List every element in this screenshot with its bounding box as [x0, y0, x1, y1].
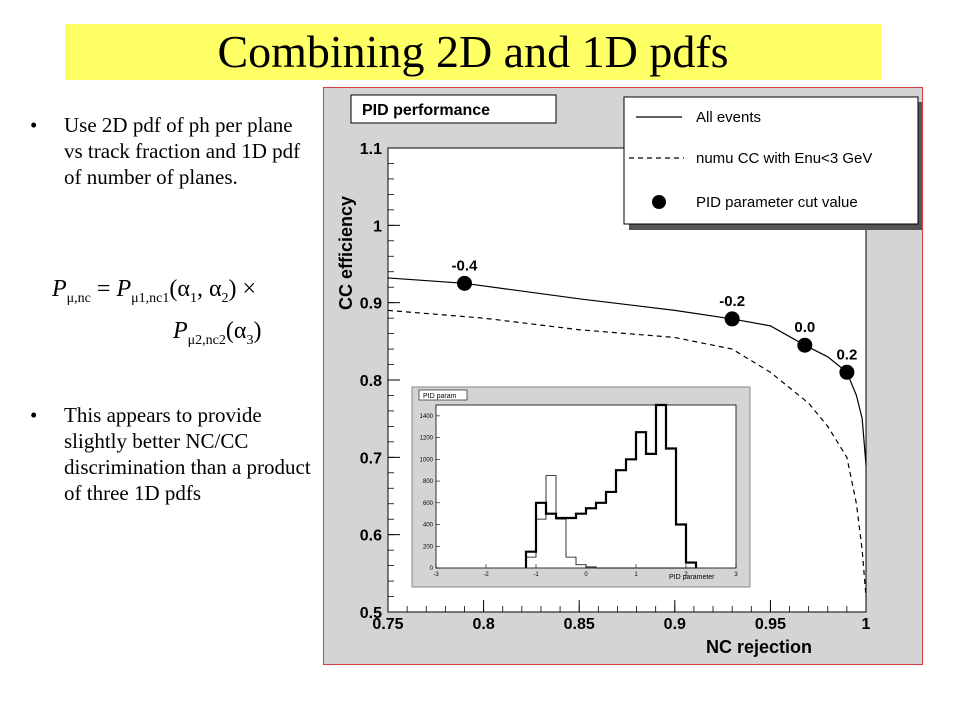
formula-comma: , α — [196, 276, 222, 302]
y-tick-label: 0.6 — [360, 528, 382, 545]
inset-y-tick-label: 1000 — [420, 457, 434, 463]
y-tick-label: 1 — [373, 218, 382, 235]
inset-y-tick-label: 0 — [430, 566, 434, 572]
formula-t2-args: (α — [225, 318, 247, 344]
inset-x-tick-label: -1 — [533, 572, 539, 578]
inset-x-tick-label: 0 — [584, 572, 588, 578]
formula-t2: P — [173, 318, 188, 344]
inset-plot-area — [435, 404, 737, 569]
inset-x-tick-label: 3 — [734, 572, 738, 578]
cut-value-label: 0.2 — [836, 346, 857, 363]
main-axis-ticks: 0.75 0.8 0.85 0.9 0.95 1 0.5 0.6 0.7 0.8 0.9 1 1.1 — [360, 141, 871, 633]
inset-x-tick-label: -2 — [483, 572, 489, 578]
bullet-dot-icon: • — [30, 113, 38, 137]
inset-y-tick-label: 400 — [423, 523, 434, 529]
chart-title: PID performance — [362, 102, 490, 119]
main-series: -0.4 -0.2 0.0 0.2 — [387, 257, 867, 597]
inset-histogram-thick — [524, 403, 698, 568]
cut-value-label: -0.4 — [452, 257, 479, 274]
y-tick-label: 0.8 — [360, 373, 382, 390]
formula-t1-args: (α — [169, 276, 190, 302]
inset-y-tick-label: 600 — [423, 501, 434, 507]
inset-axis-ticks: -3 -2 -1 0 1 2 3 0 200 400 600 800 1000 1200 1400 — [420, 414, 739, 578]
bullet-text-2: This appears to provide slightly better … — [64, 403, 311, 505]
x-tick-label: 0.75 — [372, 616, 403, 633]
cut-value-marker — [456, 275, 472, 291]
formula-t1-close: ) × — [228, 276, 257, 302]
inset-x-tick-label: 2 — [684, 572, 688, 578]
bullet-dot-icon: • — [30, 403, 38, 427]
numu-cc-line — [387, 309, 867, 597]
y-tick-label: 0.5 — [360, 605, 382, 622]
inset-title: PID param — [423, 393, 457, 400]
formula-a3: 3 — [246, 332, 254, 348]
inset-x-axis-label: PID parameter — [669, 574, 715, 581]
inset-y-tick-label: 800 — [423, 479, 434, 485]
x-axis-label: NC rejection — [706, 637, 812, 657]
inset-y-tick-label: 200 — [423, 544, 434, 550]
chart-frame: PID performance All events numu CC with … — [323, 87, 927, 665]
cut-value-label: 0.0 — [794, 319, 815, 336]
bullet-item-1: • Use 2D pdf of ph per plane vs track fr… — [30, 112, 315, 190]
formula-t2-close: ) — [253, 318, 262, 344]
y-tick-label: 1.1 — [360, 141, 382, 158]
x-tick-label: 1 — [862, 616, 871, 633]
y-axis-label: CC efficiency — [336, 196, 356, 310]
y-tick-label: 0.7 — [360, 450, 382, 467]
cut-value-marker — [724, 311, 740, 327]
formula-t1: P — [116, 276, 132, 302]
cut-value-label: -0.2 — [719, 293, 745, 310]
x-tick-label: 0.8 — [472, 616, 494, 633]
pid-performance-chart: PID performance All events numu CC with … — [324, 88, 927, 664]
formula-line-2: Pμ2,nc2(α3) — [173, 318, 261, 349]
inset-series — [524, 403, 698, 569]
formula-line-1: Pμ,nc = Pμ1,nc1(α1, α2) × — [52, 276, 256, 307]
title-bar: Combining 2D and 1D pdfs — [65, 24, 881, 80]
inset-x-tick-label: -3 — [433, 572, 439, 578]
formula-t1-sub: μ1,nc1 — [131, 290, 170, 306]
cut-value-marker — [797, 337, 813, 353]
legend-marker-swatch — [652, 195, 666, 209]
legend-label-all-events: All events — [696, 109, 761, 126]
inset-y-tick-label: 1400 — [420, 414, 434, 420]
x-tick-label: 0.95 — [755, 616, 786, 633]
formula-a1: 1 — [189, 290, 197, 306]
inset-x-tick-label: 1 — [634, 572, 638, 578]
inset-title-box — [418, 389, 468, 401]
chart-title-box — [350, 94, 557, 124]
bullet-item-2: • This appears to provide slightly bette… — [30, 402, 315, 506]
inset-y-tick-label: 1200 — [420, 436, 434, 442]
all-events-line — [387, 277, 867, 466]
slide-title: Combining 2D and 1D pdfs — [217, 26, 729, 77]
bullet-text-1: Use 2D pdf of ph per plane vs track frac… — [64, 113, 301, 189]
x-tick-label: 0.85 — [564, 616, 595, 633]
formula-eq: = — [90, 276, 117, 302]
formula-lhs-sub: μ,nc — [66, 290, 91, 306]
y-tick-label: 0.9 — [360, 296, 382, 313]
cut-value-marker — [839, 364, 855, 380]
formula-lhs: P — [52, 276, 67, 302]
legend-box — [623, 96, 919, 225]
formula-t2-sub: μ2,nc2 — [187, 332, 226, 348]
legend-label-cut: PID parameter cut value — [696, 194, 858, 211]
x-tick-label: 0.9 — [664, 616, 686, 633]
formula-a2: 2 — [221, 290, 229, 306]
legend-label-numu: numu CC with Enu<3 GeV — [696, 150, 872, 167]
